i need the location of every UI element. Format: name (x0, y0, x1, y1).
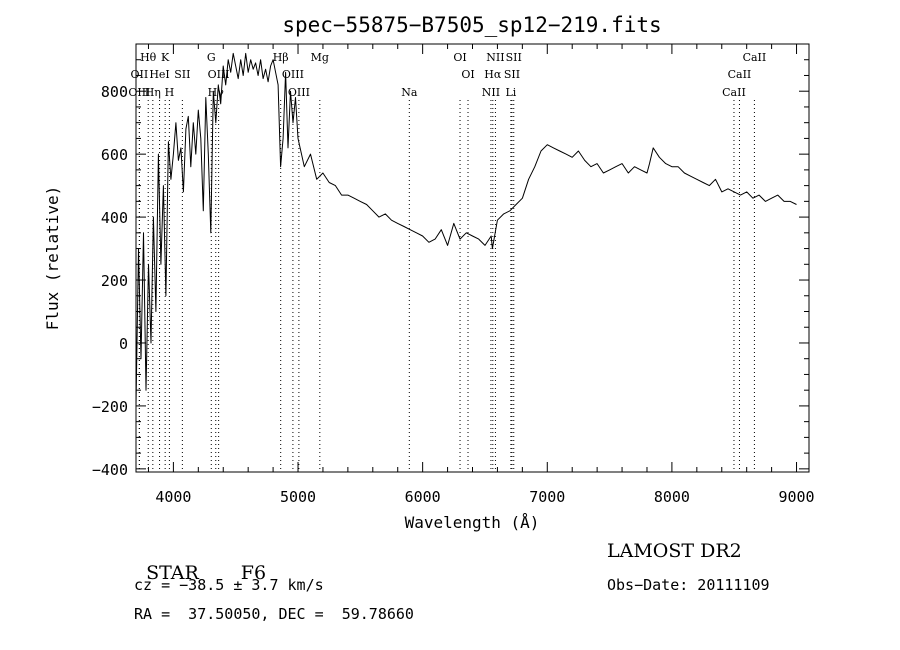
x-tick-label: 6000 (405, 488, 441, 506)
spectral-line-label: OIII (128, 86, 150, 99)
survey-name: LAMOST DR2 (607, 540, 742, 562)
axis-ticks: 4000 5000 6000 7000 8000 9000 −400 −200 0 200 400 6… (92, 44, 815, 506)
spectral-subclass: F6 (240, 562, 267, 584)
coordinates: RA = 37.50050, DEC = 59.78660 (134, 605, 414, 623)
spectral-line-label: Hα (484, 68, 502, 81)
spectral-line-label: OIII (288, 86, 310, 99)
spectral-line-label: H (165, 86, 175, 99)
y-tick-label: 600 (101, 146, 128, 164)
chart-title: spec−55875−B7505_sp12−219.fits (282, 13, 661, 37)
y-tick-label: 200 (101, 272, 128, 290)
spectral-line-label: Hβ (273, 51, 289, 64)
x-tick-label: 7000 (529, 488, 565, 506)
x-tick-label: 8000 (654, 488, 690, 506)
spectral-line-label: K (161, 51, 170, 64)
spectral-line-label: Na (401, 86, 418, 99)
x-tick-label: 4000 (155, 488, 191, 506)
spectral-line-label: OII (131, 68, 149, 81)
spectral-line-label: G (207, 51, 216, 64)
flux-line (135, 52, 797, 406)
y-tick-label: 800 (101, 83, 128, 101)
spectral-line-label: Hθ (140, 51, 157, 64)
redshift-cz: cz = −38.5 ± 3.7 km/s (134, 576, 324, 594)
spectral-line-label: Li (505, 86, 516, 99)
spectral-line-label: OIII (282, 68, 304, 81)
x-axis-label: Wavelength (Å) (405, 513, 540, 532)
spectral-line-label: NII (486, 51, 504, 64)
spectral-line-label: OI (461, 68, 474, 81)
spectral-line-label: CaII (743, 51, 767, 64)
flux-series (135, 52, 797, 406)
y-tick-label: 0 (119, 335, 128, 353)
spectral-line-label: SII (506, 51, 522, 64)
spectral-line-label: CaII (728, 68, 752, 81)
spectral-line-label: CaII (722, 86, 746, 99)
y-axis-label: Flux (relative) (43, 186, 62, 331)
spectral-line-label: Hη (145, 86, 161, 99)
spectral-line-label: SII (504, 68, 520, 81)
spectral-line-label: NII (482, 86, 500, 99)
observation-date: Obs−Date: 20111109 (607, 576, 770, 594)
spectral-line-label: Mg (311, 51, 329, 64)
y-tick-label: 400 (101, 209, 128, 227)
object-class: STAR (146, 562, 199, 584)
plot-frame (135, 43, 810, 473)
x-tick-label: 9000 (778, 488, 814, 506)
spectral-line-label: OI (453, 51, 466, 64)
spectral-line-label: HeI (149, 68, 169, 81)
y-tick-label: −200 (92, 398, 128, 416)
y-tick-label: −400 (92, 461, 128, 479)
x-tick-label: 5000 (280, 488, 316, 506)
spectral-line-label: SII (174, 68, 190, 81)
